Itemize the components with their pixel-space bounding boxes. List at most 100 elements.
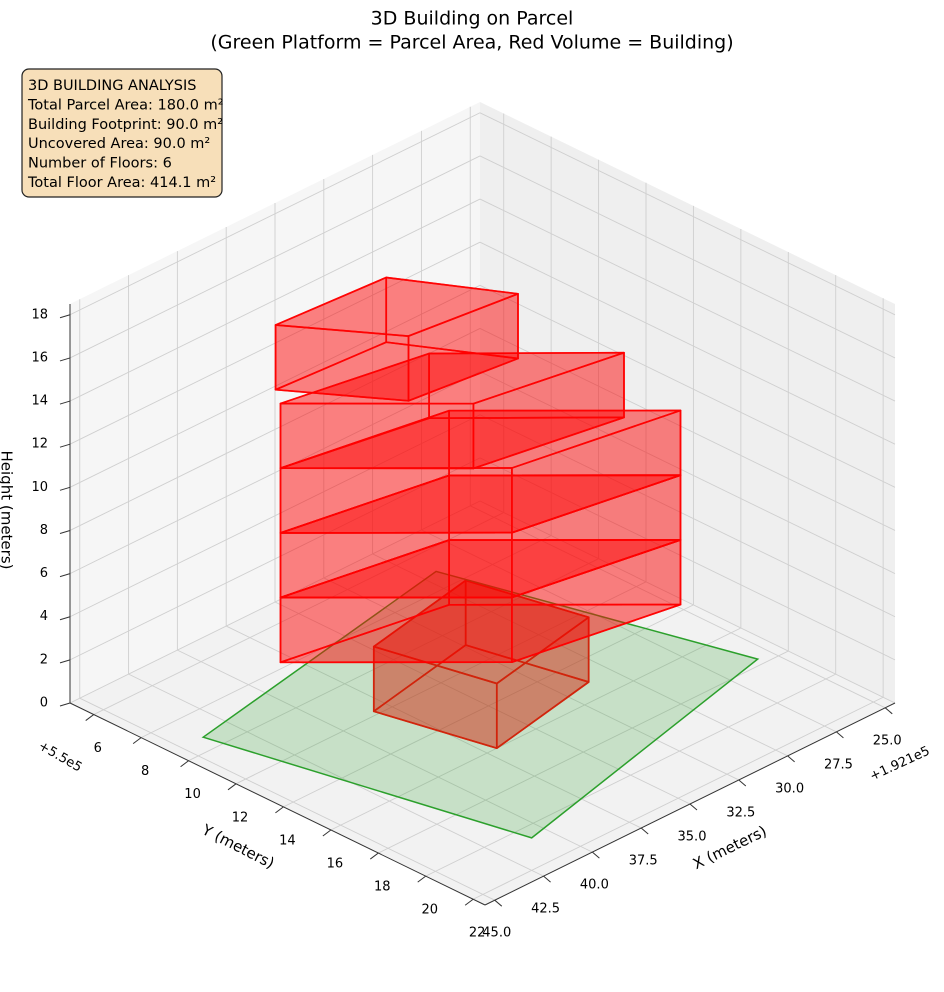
- y-tick-label: 16: [327, 856, 344, 871]
- x-tick-label: 30.0: [775, 781, 804, 796]
- y-grid-line: [283, 604, 694, 808]
- y-grid-line: [140, 535, 552, 739]
- z-grid-line: [479, 241, 896, 445]
- y-tick: [322, 829, 332, 837]
- y-tick: [464, 898, 474, 906]
- z-grid-line: [479, 198, 896, 402]
- z-tick: [59, 486, 71, 491]
- y-tick-label: 6: [94, 741, 102, 756]
- chart-title: 3D Building on Parcel: [371, 8, 574, 30]
- z-tick-label: 10: [31, 480, 48, 495]
- z-grid-line: [479, 112, 896, 316]
- info-text: 3D BUILDING ANALYSIS Total Parcel Area: 1…: [27, 78, 224, 191]
- z-grid-line: [479, 155, 896, 359]
- y-tick: [227, 783, 237, 791]
- info-line: Total Floor Area: 414.1 m²: [27, 175, 216, 191]
- info-line: Building Footprint: 90.0 m²: [28, 117, 223, 133]
- z-tick-label: 2: [40, 652, 48, 667]
- x-tick-label: 40.0: [580, 878, 609, 893]
- y-tick-label: 18: [374, 880, 391, 895]
- y-tick-label: 8: [141, 764, 149, 779]
- floor-top: [372, 579, 590, 685]
- chart-subtitle: (Green Platform = Parcel Area, Red Volum…: [210, 32, 733, 54]
- floor-top: [274, 276, 519, 337]
- x-grid-line: [177, 649, 593, 853]
- info-box: [21, 68, 223, 198]
- floor-side: [274, 324, 410, 402]
- info-line: Number of Floors: 6: [28, 156, 172, 172]
- z-axis-label: Height (meters): [0, 451, 16, 570]
- floor-side: [279, 596, 513, 664]
- x-tick: [787, 755, 795, 763]
- z-tick: [59, 616, 71, 621]
- x-tick: [640, 827, 649, 835]
- x-grid-line: [421, 529, 837, 733]
- z-grid-line: [69, 457, 481, 661]
- y-tick: [85, 714, 95, 721]
- y-tick: [180, 760, 189, 768]
- info-line: Total Parcel Area: 180.0 m²: [27, 97, 224, 113]
- z-grid-line: [69, 371, 481, 574]
- y-grid-line: [472, 696, 884, 900]
- x-tick-label: 32.5: [726, 805, 755, 820]
- x-grid-line: [323, 577, 740, 781]
- z-grid-line: [479, 328, 896, 531]
- x-tick: [689, 803, 698, 811]
- x-grid-line: [274, 601, 691, 805]
- y-tick: [132, 737, 142, 745]
- z-tick: [59, 702, 71, 707]
- y-grid-line: [235, 581, 647, 785]
- z-grid-line: [479, 457, 896, 661]
- z-grid-line: [69, 500, 481, 704]
- x-tick: [592, 851, 600, 859]
- x-tick-label: 35.0: [678, 830, 707, 845]
- y-grid-line: [425, 673, 836, 877]
- z-grid-line: [479, 371, 896, 574]
- x-grid-line: [372, 553, 788, 757]
- z-tick: [59, 443, 71, 448]
- z-tick-label: 14: [31, 394, 48, 409]
- y-grid-line: [93, 512, 504, 715]
- z-grid-line: [479, 500, 896, 704]
- y-tick: [417, 875, 427, 883]
- z-grid-line: [69, 112, 481, 316]
- z-tick: [59, 573, 71, 578]
- info-line: 3D BUILDING ANALYSIS: [28, 78, 196, 94]
- z-grid-line: [479, 284, 896, 488]
- y-grid-line: [378, 650, 789, 854]
- z-tick-label: 8: [40, 523, 48, 538]
- x-offset-text: +1.921e5: [868, 744, 933, 785]
- y-tick: [369, 852, 379, 860]
- z-grid-line: [69, 155, 481, 359]
- x-tick-label: 42.5: [531, 902, 560, 917]
- x-tick: [494, 899, 503, 907]
- x-tick-label: 45.0: [482, 926, 511, 941]
- z-grid-line: [69, 198, 481, 402]
- z-tick-label: 12: [31, 437, 48, 452]
- info-line: Uncovered Area: 90.0 m²: [28, 136, 210, 152]
- x-grid-line: [128, 673, 544, 877]
- y-tick-label: 14: [279, 833, 296, 848]
- z-tick-label: 6: [40, 566, 48, 581]
- y-tick-label: 12: [232, 810, 249, 825]
- z-tick-label: 18: [31, 307, 48, 322]
- z-tick: [59, 357, 71, 362]
- y-grid-line: [188, 558, 599, 762]
- y-axis-label: Y (meters): [198, 820, 277, 872]
- z-tick-label: 0: [40, 696, 48, 711]
- y-tick-label: 20: [421, 903, 438, 918]
- back-pane-right: [480, 102, 895, 703]
- z-grid-line: [69, 328, 481, 531]
- z-grid-line: [479, 414, 896, 618]
- z-tick: [59, 529, 71, 534]
- floor-top: [279, 351, 625, 405]
- x-tick: [738, 779, 747, 787]
- y-grid-line: [330, 627, 742, 831]
- marks: [201, 276, 760, 839]
- z-tick-label: 4: [40, 609, 48, 624]
- y-tick-label: 10: [184, 787, 201, 802]
- floor-side: [279, 467, 513, 534]
- x-tick: [543, 875, 551, 883]
- x-tick-label: 37.5: [629, 854, 658, 869]
